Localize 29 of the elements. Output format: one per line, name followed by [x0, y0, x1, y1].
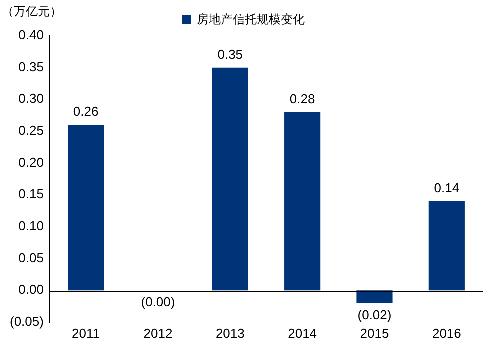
y-tick-label: 0.05	[18, 250, 44, 266]
data-label: 0.28	[290, 91, 316, 106]
data-label: 0.26	[73, 104, 99, 120]
y-tick-label: (0.05)	[10, 314, 44, 329]
x-tick-label: 2016	[432, 326, 462, 341]
x-tick-label: 2012	[144, 326, 173, 341]
bar	[212, 68, 248, 291]
y-tick-label: 0.25	[18, 123, 44, 138]
y-tick-label: 0.40	[18, 28, 44, 43]
x-tick-label: 2014	[288, 326, 318, 341]
legend-label: 房地产信托规模变化	[197, 12, 305, 26]
y-tick-label: 0.35	[18, 59, 44, 74]
y-tick-label: 0.30	[18, 91, 44, 106]
bar	[284, 112, 321, 291]
bar	[428, 201, 465, 291]
data-label: 0.35	[218, 46, 244, 62]
y-tick-label: 0.20	[18, 154, 44, 170]
x-tick-label: 2011	[72, 326, 100, 341]
x-tick-label: 2013	[216, 326, 245, 341]
y-tick-label: 0.15	[18, 186, 44, 202]
bar	[356, 290, 393, 304]
y-tick-label: 0.10	[18, 218, 44, 234]
data-label: (0.02)	[358, 307, 392, 322]
y-axis-title: （万亿元）	[2, 4, 62, 18]
y-tick-label: 0.00	[18, 282, 44, 298]
x-tick-label: 2015	[360, 326, 390, 341]
data-label: (0.00)	[141, 294, 176, 310]
data-label: 0.14	[434, 180, 460, 196]
bar	[68, 125, 104, 291]
